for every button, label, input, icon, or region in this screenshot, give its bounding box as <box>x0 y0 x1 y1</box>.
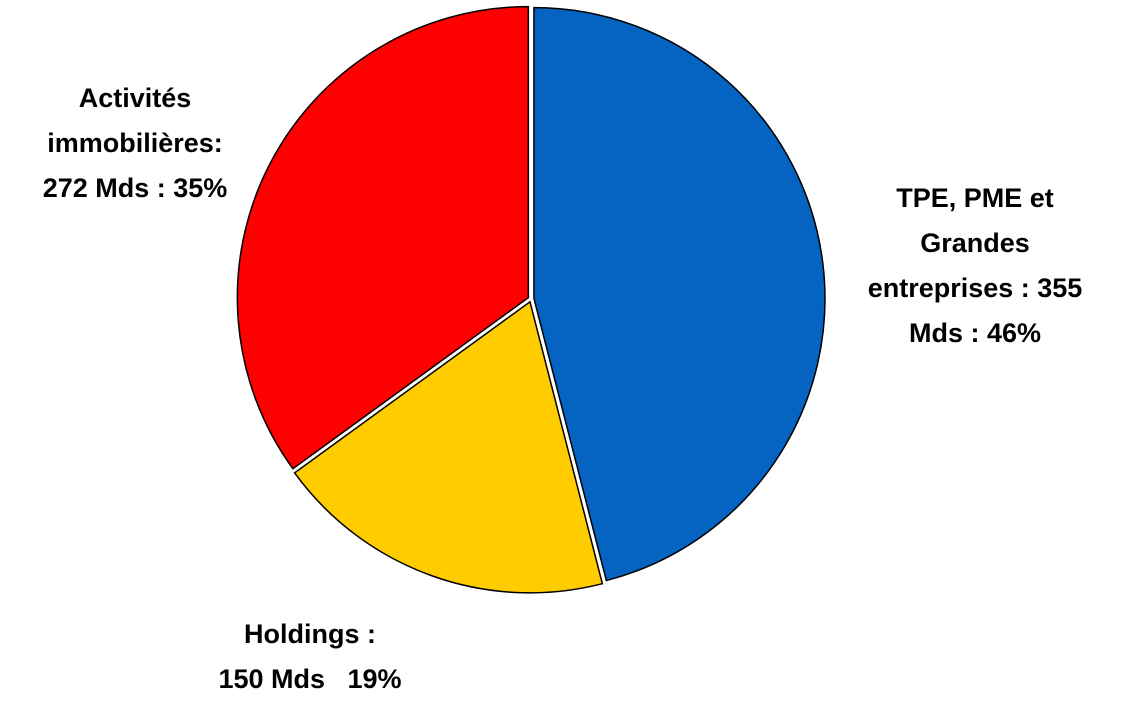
pie-slice <box>293 300 604 594</box>
pie-slice <box>533 6 826 582</box>
slice-label: Holdings : <box>244 619 376 649</box>
slice-label: 272 Mds : 35% <box>43 173 228 203</box>
slice-label: Grandes <box>920 228 1030 258</box>
slice-label: Activités <box>79 83 192 113</box>
slice-label: 150 Mds 19% <box>218 664 401 694</box>
slice-label: TPE, PME et <box>896 183 1054 213</box>
pie-slice <box>236 5 530 470</box>
slice-label: Mds : 46% <box>909 318 1041 348</box>
slice-label: entreprises : 355 <box>868 273 1083 303</box>
slice-label: immobilières: <box>47 128 223 158</box>
